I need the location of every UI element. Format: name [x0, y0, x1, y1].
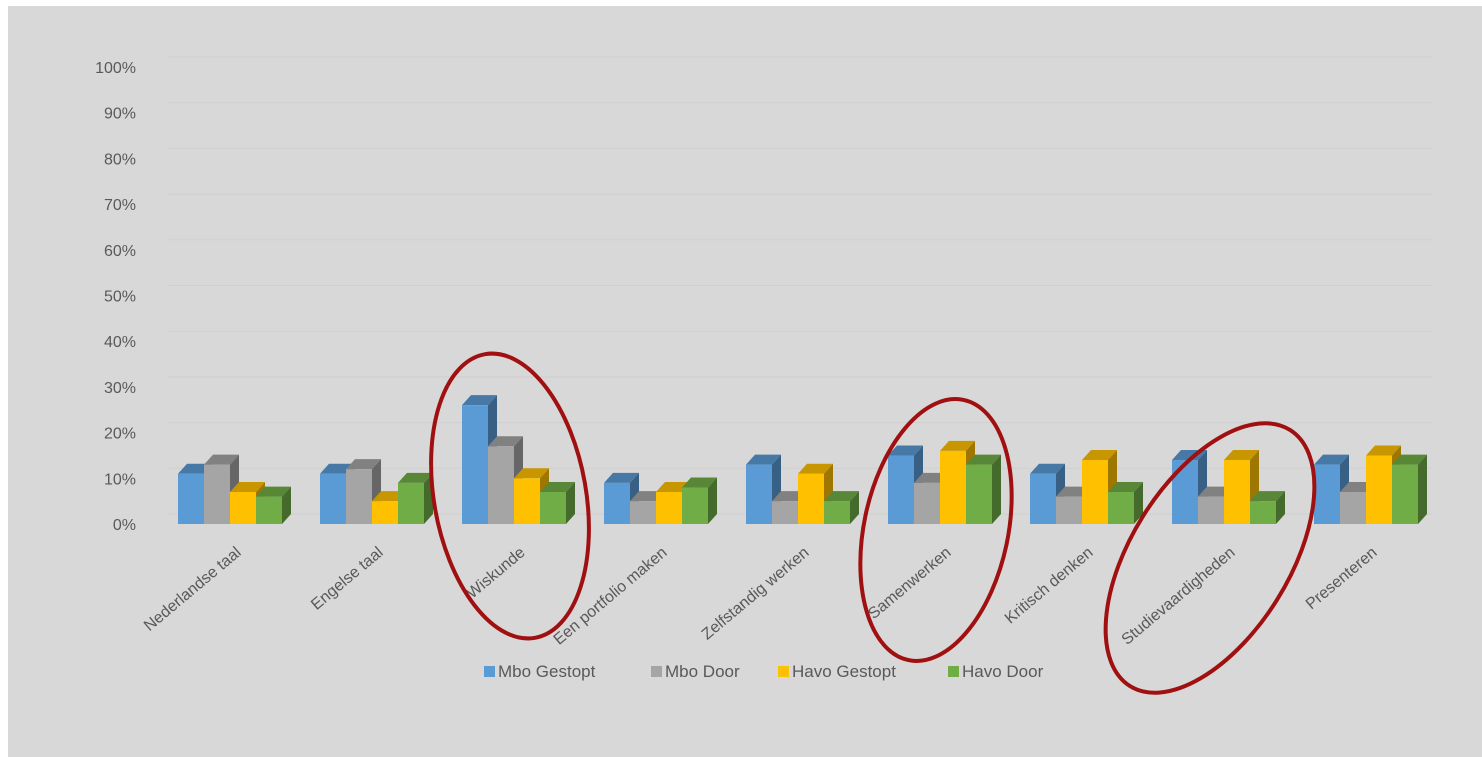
y-tick-label: 50%: [104, 289, 136, 306]
bar: [540, 482, 575, 524]
y-tick-label: 0%: [113, 517, 136, 534]
legend-label: Mbo Gestopt: [498, 662, 596, 681]
category-label: Kritisch denken: [1002, 544, 1097, 627]
bar: [1108, 482, 1143, 524]
y-tick-label: 60%: [104, 243, 136, 260]
bar: [682, 477, 717, 524]
y-tick-label: 80%: [104, 151, 136, 168]
annotations: [429, 351, 1317, 695]
category-label: Nederlandse taal: [141, 544, 245, 635]
highlight-ellipse: [1103, 421, 1317, 695]
legend-item: Mbo Gestopt: [484, 662, 596, 681]
category-label: Samenwerken: [865, 544, 954, 623]
chart-area: 0% 10% 20% 30% 40% 50% 60% 70% 80% 90% 100% Nederl…: [8, 6, 1482, 757]
bar: [824, 491, 859, 524]
legend-label: Havo Door: [962, 662, 1044, 681]
category-label: Studievaardigheden: [1119, 544, 1239, 649]
highlight-ellipse: [429, 351, 591, 641]
category-label: Presenteren: [1303, 544, 1381, 613]
legend-item: Havo Gestopt: [778, 662, 896, 681]
legend-item: Havo Door: [948, 662, 1044, 681]
gridlines: [168, 56, 1432, 515]
y-tick-label: 30%: [104, 380, 136, 397]
category-label: Een portfolio maken: [551, 544, 671, 648]
legend-swatch: [651, 666, 662, 677]
y-tick-label: 70%: [104, 197, 136, 214]
legend-swatch: [948, 666, 959, 677]
y-axis-ticks: 0% 10% 20% 30% 40% 50% 60% 70% 80% 90% 100%: [95, 60, 136, 534]
x-axis-categories: Nederlandse taal Engelse taal Wiskunde Een …: [141, 544, 1381, 649]
y-tick-label: 10%: [104, 471, 136, 488]
highlight-ellipse: [858, 397, 1014, 663]
legend-swatch: [484, 666, 495, 677]
category-label: Wiskunde: [464, 544, 529, 602]
bar: [1250, 491, 1285, 524]
bar: [398, 472, 433, 524]
y-tick-label: 40%: [104, 334, 136, 351]
legend-label: Havo Gestopt: [792, 662, 896, 681]
y-tick-label: 20%: [104, 426, 136, 443]
bar: [798, 463, 833, 524]
y-tick-label: 100%: [95, 60, 136, 77]
category-label: Zelfstandig werken: [699, 544, 813, 643]
bar: [256, 486, 291, 524]
y-tick-label: 90%: [104, 106, 136, 123]
category-label: Engelse taal: [308, 544, 386, 614]
legend-label: Mbo Door: [665, 662, 740, 681]
bars: [178, 395, 1427, 524]
bar-chart: 0% 10% 20% 30% 40% 50% 60% 70% 80% 90% 100% Nederl…: [95, 56, 1432, 695]
bar: [1392, 454, 1427, 524]
legend-item: Mbo Door: [651, 662, 740, 681]
bar: [966, 454, 1001, 524]
legend-swatch: [778, 666, 789, 677]
legend: Mbo Gestopt Mbo Door Havo Gestopt Havo Door: [484, 662, 1044, 681]
